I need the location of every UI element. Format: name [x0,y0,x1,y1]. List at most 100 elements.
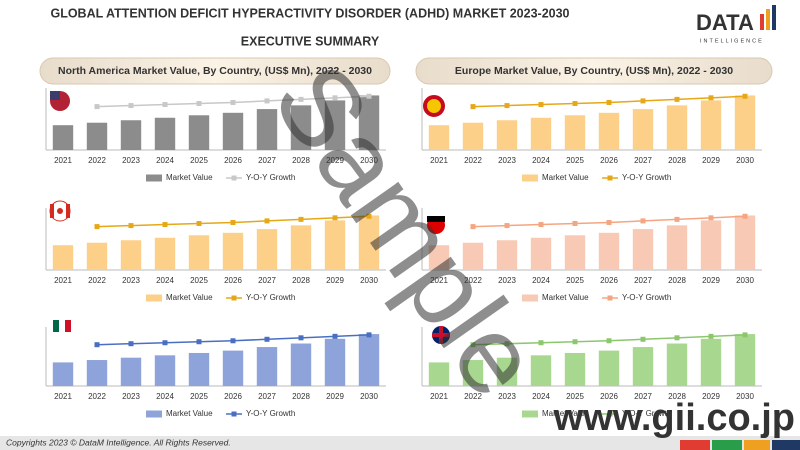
x-tick-label: 2026 [600,276,618,285]
bar [256,109,278,150]
bar [666,225,688,270]
growth-marker [470,224,476,230]
bar [700,100,722,150]
x-tick-label: 2021 [430,392,448,401]
growth-marker [230,99,236,105]
x-tick-label: 2029 [326,276,344,285]
x-tick-label: 2026 [600,156,618,165]
bar [188,352,210,386]
bar [324,100,346,150]
legend-label: Market Value [166,293,213,302]
growth-marker [572,339,578,345]
x-tick-label: 2030 [736,276,754,285]
bar [86,242,108,270]
x-tick-label: 2030 [736,156,754,165]
growth-marker [742,93,748,99]
growth-marker [742,213,748,219]
growth-marker [230,338,236,344]
bar [290,105,312,150]
legend-label: Y-O-Y Growth [622,409,671,418]
bar [462,122,484,150]
bar [188,235,210,270]
growth-marker [196,339,202,345]
bar [154,117,176,150]
x-tick-label: 2029 [326,156,344,165]
bar [324,338,346,386]
x-tick-label: 2023 [498,392,516,401]
x-tick-label: 2024 [156,156,174,165]
growth-marker [128,103,134,109]
x-tick-label: 2026 [224,276,242,285]
bar [598,350,620,386]
growth-marker [94,104,100,110]
x-tick-label: 2026 [600,392,618,401]
bar [428,245,450,270]
growth-marker [128,341,134,347]
growth-marker [572,101,578,106]
growth-marker [332,215,338,221]
growth-marker [504,103,510,109]
legend-label: Y-O-Y Growth [622,173,671,182]
bar [222,232,244,270]
growth-marker [708,215,714,221]
x-tick-label: 2028 [292,392,310,401]
x-tick-label: 2028 [292,276,310,285]
copyright: Copyrights 2023 © DataM Intelligence. Al… [6,437,231,447]
x-tick-label: 2028 [668,276,686,285]
growth-marker [366,213,372,219]
growth-marker [332,95,338,101]
bar [120,120,142,150]
growth-marker [674,335,680,341]
growth-marker [708,333,714,339]
growth-marker [162,222,168,228]
x-tick-label: 2030 [360,276,378,285]
x-tick-label: 2028 [292,156,310,165]
bar [358,215,380,270]
x-tick-label: 2024 [156,392,174,401]
x-tick-label: 2024 [156,276,174,285]
footer-band [0,436,800,450]
x-tick-label: 2021 [54,392,72,401]
bar [462,360,484,386]
section-pill [39,57,391,85]
x-tick-label: 2026 [224,156,242,165]
x-tick-label: 2025 [566,276,584,285]
growth-marker [640,218,646,224]
bar [632,109,654,150]
site-url: www.gii.co.jp [553,397,795,439]
bar [530,117,552,150]
x-tick-label: 2022 [464,276,482,285]
growth-marker [366,93,372,99]
x-tick-label: 2029 [326,392,344,401]
x-tick-label: 2025 [190,156,208,165]
legend-label: Market Value [542,409,589,418]
growth-marker [94,342,100,348]
bar [86,122,108,150]
x-tick-label: 2022 [88,392,106,401]
legend-label: Y-O-Y Growth [622,293,671,302]
growth-marker [196,101,202,106]
x-tick-label: 2022 [464,392,482,401]
x-tick-label: 2029 [702,276,720,285]
bar [564,115,586,150]
x-tick-label: 2027 [258,392,276,401]
bar [358,334,380,386]
growth-marker [298,335,304,341]
growth-marker [264,336,270,342]
growth-marker [674,216,680,222]
page-subtitle: EXECUTIVE SUMMARY [241,34,380,48]
x-tick-label: 2027 [634,392,652,401]
legend-swatch [146,174,162,182]
legend-label: Y-O-Y Growth [246,293,295,302]
bar [700,338,722,386]
x-tick-label: 2022 [464,156,482,165]
x-tick-label: 2021 [430,276,448,285]
x-tick-label: 2025 [190,276,208,285]
growth-marker [606,338,612,344]
bar [52,245,74,270]
growth-marker [332,333,338,339]
bar [256,347,278,386]
bar [120,240,142,270]
x-tick-label: 2024 [532,276,550,285]
